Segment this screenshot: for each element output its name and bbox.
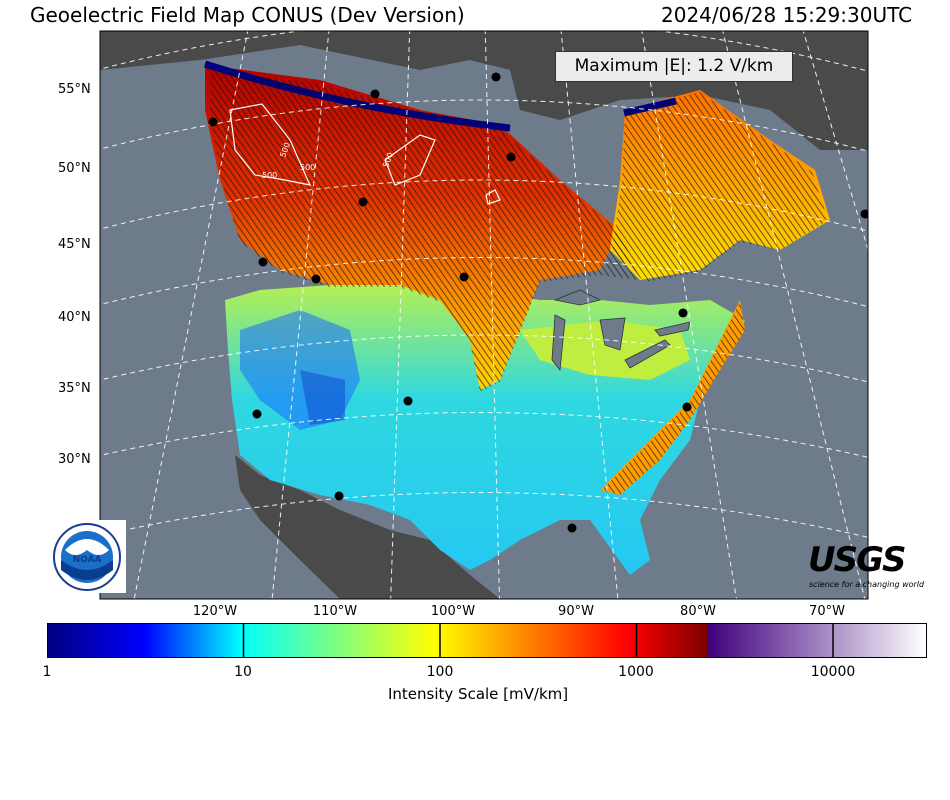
colorbar <box>47 623 927 658</box>
noaa-logo: NOAA <box>49 520 126 593</box>
lake-huron <box>599 317 626 351</box>
map-frame <box>99 30 869 600</box>
usgs-logo-text: USGS <box>808 540 906 580</box>
longitude-label: 100°W <box>430 604 476 619</box>
lake-superior <box>553 289 602 306</box>
west-low-zone <box>240 310 360 430</box>
contour-label: 500 <box>262 171 277 180</box>
colorbar-tick-label: 1 <box>42 664 52 680</box>
noaa-logo-text: NOAA <box>73 555 102 565</box>
map-title: Geoelectric Field Map CONUS (Dev Version… <box>30 3 465 27</box>
contour-label: 500 <box>300 163 315 172</box>
longitude-label: 90°W <box>558 604 594 619</box>
usgs-logo: USGS science for a changing world <box>808 540 924 592</box>
southwest-low-zone <box>300 370 345 425</box>
latitude-label: 40°N <box>58 310 91 325</box>
lake-michigan <box>551 314 566 372</box>
colorbar-tick-label: 100 <box>426 664 454 680</box>
latitude-label: 35°N <box>58 381 91 396</box>
hatched-vectors <box>210 70 640 392</box>
colorbar-ticks <box>242 623 834 658</box>
latitude-label: 30°N <box>58 452 91 467</box>
usgs-tagline: science for a changing world <box>809 580 925 589</box>
hatched-vectors-appalachian <box>602 302 745 495</box>
graticule <box>100 31 868 599</box>
longitude-label: 110°W <box>312 604 358 619</box>
colorbar-tick-label: 10 <box>234 664 252 680</box>
mexico-land <box>235 455 500 599</box>
geoelectric-map: 500 500 500 500 <box>99 30 869 600</box>
longitude-label: 70°W <box>809 604 845 619</box>
colorbar-gradient <box>47 623 927 658</box>
colorbar-tick-label: 10000 <box>810 664 856 680</box>
colorbar-tick-label: 1000 <box>618 664 654 680</box>
contour-500-west <box>229 103 312 186</box>
appalachian-zone <box>600 300 745 495</box>
lake-ontario <box>654 321 691 337</box>
longitude-label: 120°W <box>192 604 238 619</box>
timestamp: 2024/06/28 15:29:30UTC <box>661 3 913 27</box>
lake-erie <box>624 339 671 369</box>
latitude-label: 50°N <box>58 161 91 176</box>
longitude-label: 80°W <box>680 604 716 619</box>
latitude-label: 55°N <box>58 82 91 97</box>
contour-500-small <box>485 189 501 205</box>
magnetometer-stations <box>208 72 868 533</box>
contour-500-central <box>384 134 436 186</box>
maximum-field-box: Maximum |E|: 1.2 V/km <box>555 51 793 82</box>
latitude-label: 45°N <box>58 237 91 252</box>
hatched-vectors-east <box>612 92 828 282</box>
colorbar-label: Intensity Scale [mV/km] <box>388 685 569 703</box>
